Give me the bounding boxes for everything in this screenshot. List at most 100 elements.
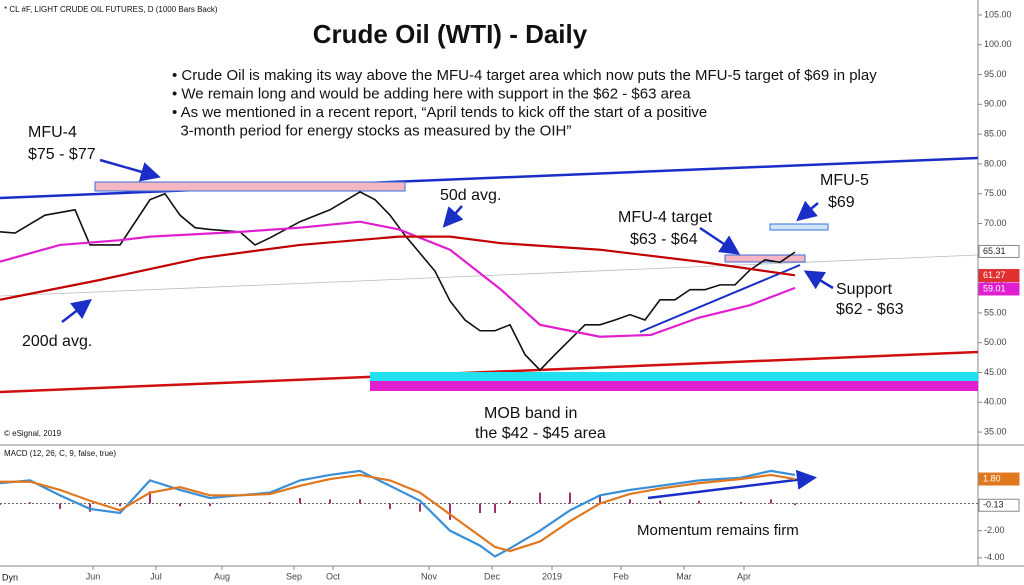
histogram-bar: [629, 499, 631, 504]
annotation: 200d avg.: [22, 333, 92, 350]
histogram-bar: [299, 498, 301, 504]
bullet-text: • We remain long and would be adding her…: [172, 85, 691, 102]
annotation: Momentum remains firm: [637, 522, 799, 539]
histogram-bar: [269, 502, 271, 504]
histogram-bar: [119, 503, 121, 507]
y-tick-label: 95.00: [984, 69, 1007, 79]
histogram-bar: [599, 495, 601, 504]
annotation: $69: [828, 194, 855, 211]
y-tick-label: 55.00: [984, 307, 1007, 317]
trend-line: [0, 254, 979, 297]
bullet-text: • Crude Oil is making its way above the …: [172, 67, 877, 84]
histogram-bar: [419, 503, 421, 512]
arrow: [699, 226, 741, 255]
annotation: Support: [836, 281, 893, 298]
histogram-bar: [149, 491, 151, 504]
x-tick-label: Feb: [613, 571, 629, 581]
histogram-bar: [794, 503, 796, 506]
histogram-bar: [740, 502, 742, 504]
annotation: MFU-5: [820, 172, 869, 189]
mob-band: [370, 372, 978, 381]
x-tick-label: Jul: [150, 571, 162, 581]
last-value-label: 61.27: [983, 270, 1006, 280]
bullet-text: • As we mentioned in a recent report, “A…: [172, 104, 707, 121]
annotation: the $42 - $45 area: [475, 425, 606, 442]
x-tick-label: Nov: [421, 571, 438, 581]
y-tick-label: -2.00: [984, 525, 1005, 535]
y-tick-label: 90.00: [984, 99, 1007, 109]
last-value-box: [978, 498, 1020, 512]
annotation: $75 - $77: [28, 146, 96, 163]
last-value-label: 1.80: [983, 473, 1001, 483]
bullet-text: 3-month period for energy stocks as meas…: [172, 122, 571, 139]
x-tick-label: Aug: [214, 571, 230, 581]
histogram-bar: [449, 503, 451, 520]
histogram-bar: [209, 503, 211, 507]
y-tick-label: 75.00: [984, 188, 1007, 198]
y-tick-label: 50.00: [984, 337, 1007, 347]
subtitle: * CL #F, LIGHT CRUDE OIL FUTURES, D (100…: [4, 5, 218, 14]
x-tick-label: Dec: [484, 571, 501, 581]
histogram-bar: [89, 503, 91, 512]
y-tick-label: 40.00: [984, 397, 1007, 407]
annotation: MFU-4: [28, 124, 77, 141]
last-value-box: [978, 244, 1020, 258]
histogram-bar: [479, 503, 481, 513]
chart-title: Crude Oil (WTI) - Daily: [313, 19, 588, 49]
arrow: [796, 200, 819, 222]
histogram-bar: [329, 499, 331, 504]
arrow: [442, 205, 464, 228]
series-line: [0, 235, 796, 301]
histogram-bar: [539, 492, 541, 504]
last-value-label: 65.31: [983, 246, 1006, 256]
last-value-label: 59.01: [983, 283, 1006, 293]
x-tick-label: Jun: [86, 571, 101, 581]
annotation: MFU-4 target: [618, 209, 713, 226]
arrow: [61, 298, 92, 323]
annotation: $62 - $63: [836, 301, 904, 318]
annotation: 50d avg.: [440, 187, 501, 204]
histogram-bar: [29, 502, 31, 504]
histogram-bar: [698, 500, 700, 504]
histogram-bar: [494, 503, 496, 513]
x-tick-label: Mar: [676, 571, 692, 581]
y-tick-label: 35.00: [984, 426, 1007, 436]
last-value-box: [978, 282, 1020, 296]
arrow: [647, 469, 817, 500]
arrow: [803, 270, 834, 290]
mob-band: [370, 381, 978, 391]
y-tick-label: 80.00: [984, 158, 1007, 168]
histogram-bar: [509, 500, 511, 504]
histogram-bar: [770, 499, 772, 504]
y-tick-label: 100.00: [984, 39, 1012, 49]
x-tick-label: Apr: [737, 571, 751, 581]
histogram-bar: [0, 503, 1, 505]
histogram-bar: [59, 503, 61, 509]
x-tick-label: Oct: [326, 571, 341, 581]
y-tick-label: 45.00: [984, 367, 1007, 377]
last-value-label: -0.13: [983, 500, 1004, 510]
macd-line: [0, 473, 796, 553]
macd-line: [0, 469, 796, 558]
y-tick-label: 60.00: [984, 277, 1007, 287]
annotation: $63 - $64: [630, 231, 698, 248]
annotation: MOB band in: [484, 405, 577, 422]
mfu4-target-zone: [724, 254, 806, 263]
corner-label: Dyn: [2, 572, 18, 582]
credit: © eSignal, 2019: [4, 429, 62, 438]
last-value-box: [978, 472, 1020, 486]
arrow: [99, 158, 161, 182]
histogram-bar: [359, 499, 361, 504]
histogram-bar: [179, 503, 181, 507]
y-tick-label: 70.00: [984, 218, 1007, 228]
histogram-bar: [569, 492, 571, 504]
histogram-bar: [389, 503, 391, 509]
mfu4-zone: [94, 181, 406, 192]
mfu5-zone: [769, 223, 829, 231]
x-tick-label: Sep: [286, 571, 302, 581]
y-tick-label: 85.00: [984, 128, 1007, 138]
support-line: [639, 264, 801, 333]
price-panel: [0, 191, 796, 372]
arrows: [61, 158, 834, 500]
